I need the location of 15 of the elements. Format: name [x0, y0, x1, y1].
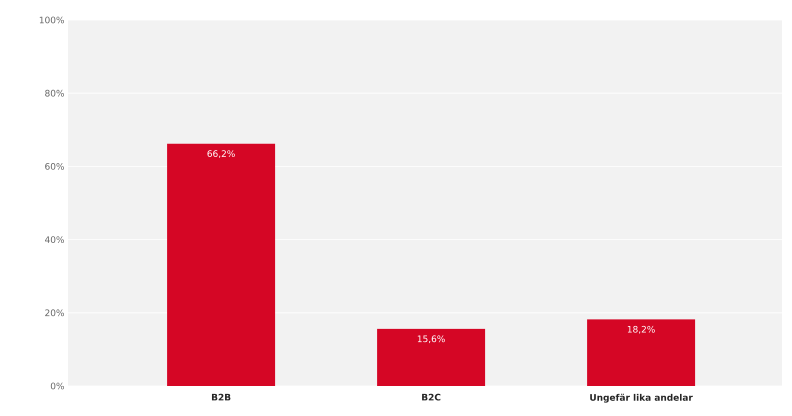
y-tick-label: 20%	[45, 309, 64, 316]
y-tick-label: 40%	[44, 236, 64, 243]
x-tick-label: B2B	[212, 394, 230, 400]
data-label: 15,6%	[418, 335, 445, 344]
y-tick-label: 0%	[50, 382, 64, 390]
bar	[587, 319, 696, 386]
bar	[377, 328, 486, 386]
x-tick-label: Ungefär lika andelar	[590, 394, 693, 403]
data-label: 66,2%	[207, 150, 235, 158]
y-tick-label: 100%	[40, 16, 64, 24]
bar	[167, 144, 276, 386]
y-tick-label: 80%	[45, 90, 64, 97]
x-tick-label: B2C	[422, 394, 440, 401]
y-tick-label: 60%	[45, 163, 64, 170]
data-label: 18,2%	[628, 326, 655, 334]
